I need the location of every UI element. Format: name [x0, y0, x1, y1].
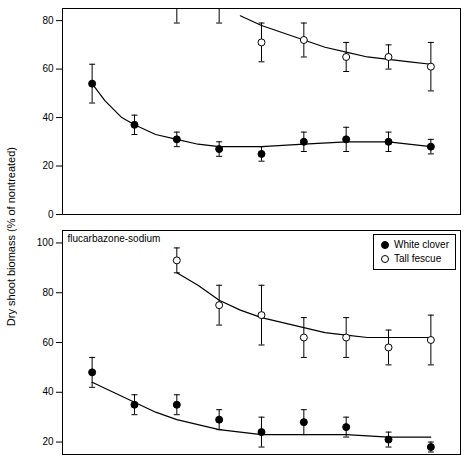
svg-text:flucarbazone-sodium: flucarbazone-sodium	[68, 233, 161, 244]
svg-text:40: 40	[42, 112, 54, 123]
svg-text:20: 20	[42, 160, 54, 171]
svg-text:40: 40	[42, 386, 54, 397]
html-text:White clover: White clover	[394, 239, 449, 250]
svg-text:80: 80	[42, 287, 54, 298]
html-text:Tall fescue: Tall fescue	[394, 253, 442, 264]
svg-text:20: 20	[42, 436, 54, 447]
svg-text:0: 0	[48, 209, 54, 220]
html-text:Dry shoot biomass (% of nontre: Dry shoot biomass (% of nontreated)	[5, 147, 17, 327]
svg-text:60: 60	[42, 337, 54, 348]
svg-text:80: 80	[42, 15, 54, 26]
svg-text:100: 100	[37, 237, 54, 248]
svg-text:60: 60	[42, 63, 54, 74]
